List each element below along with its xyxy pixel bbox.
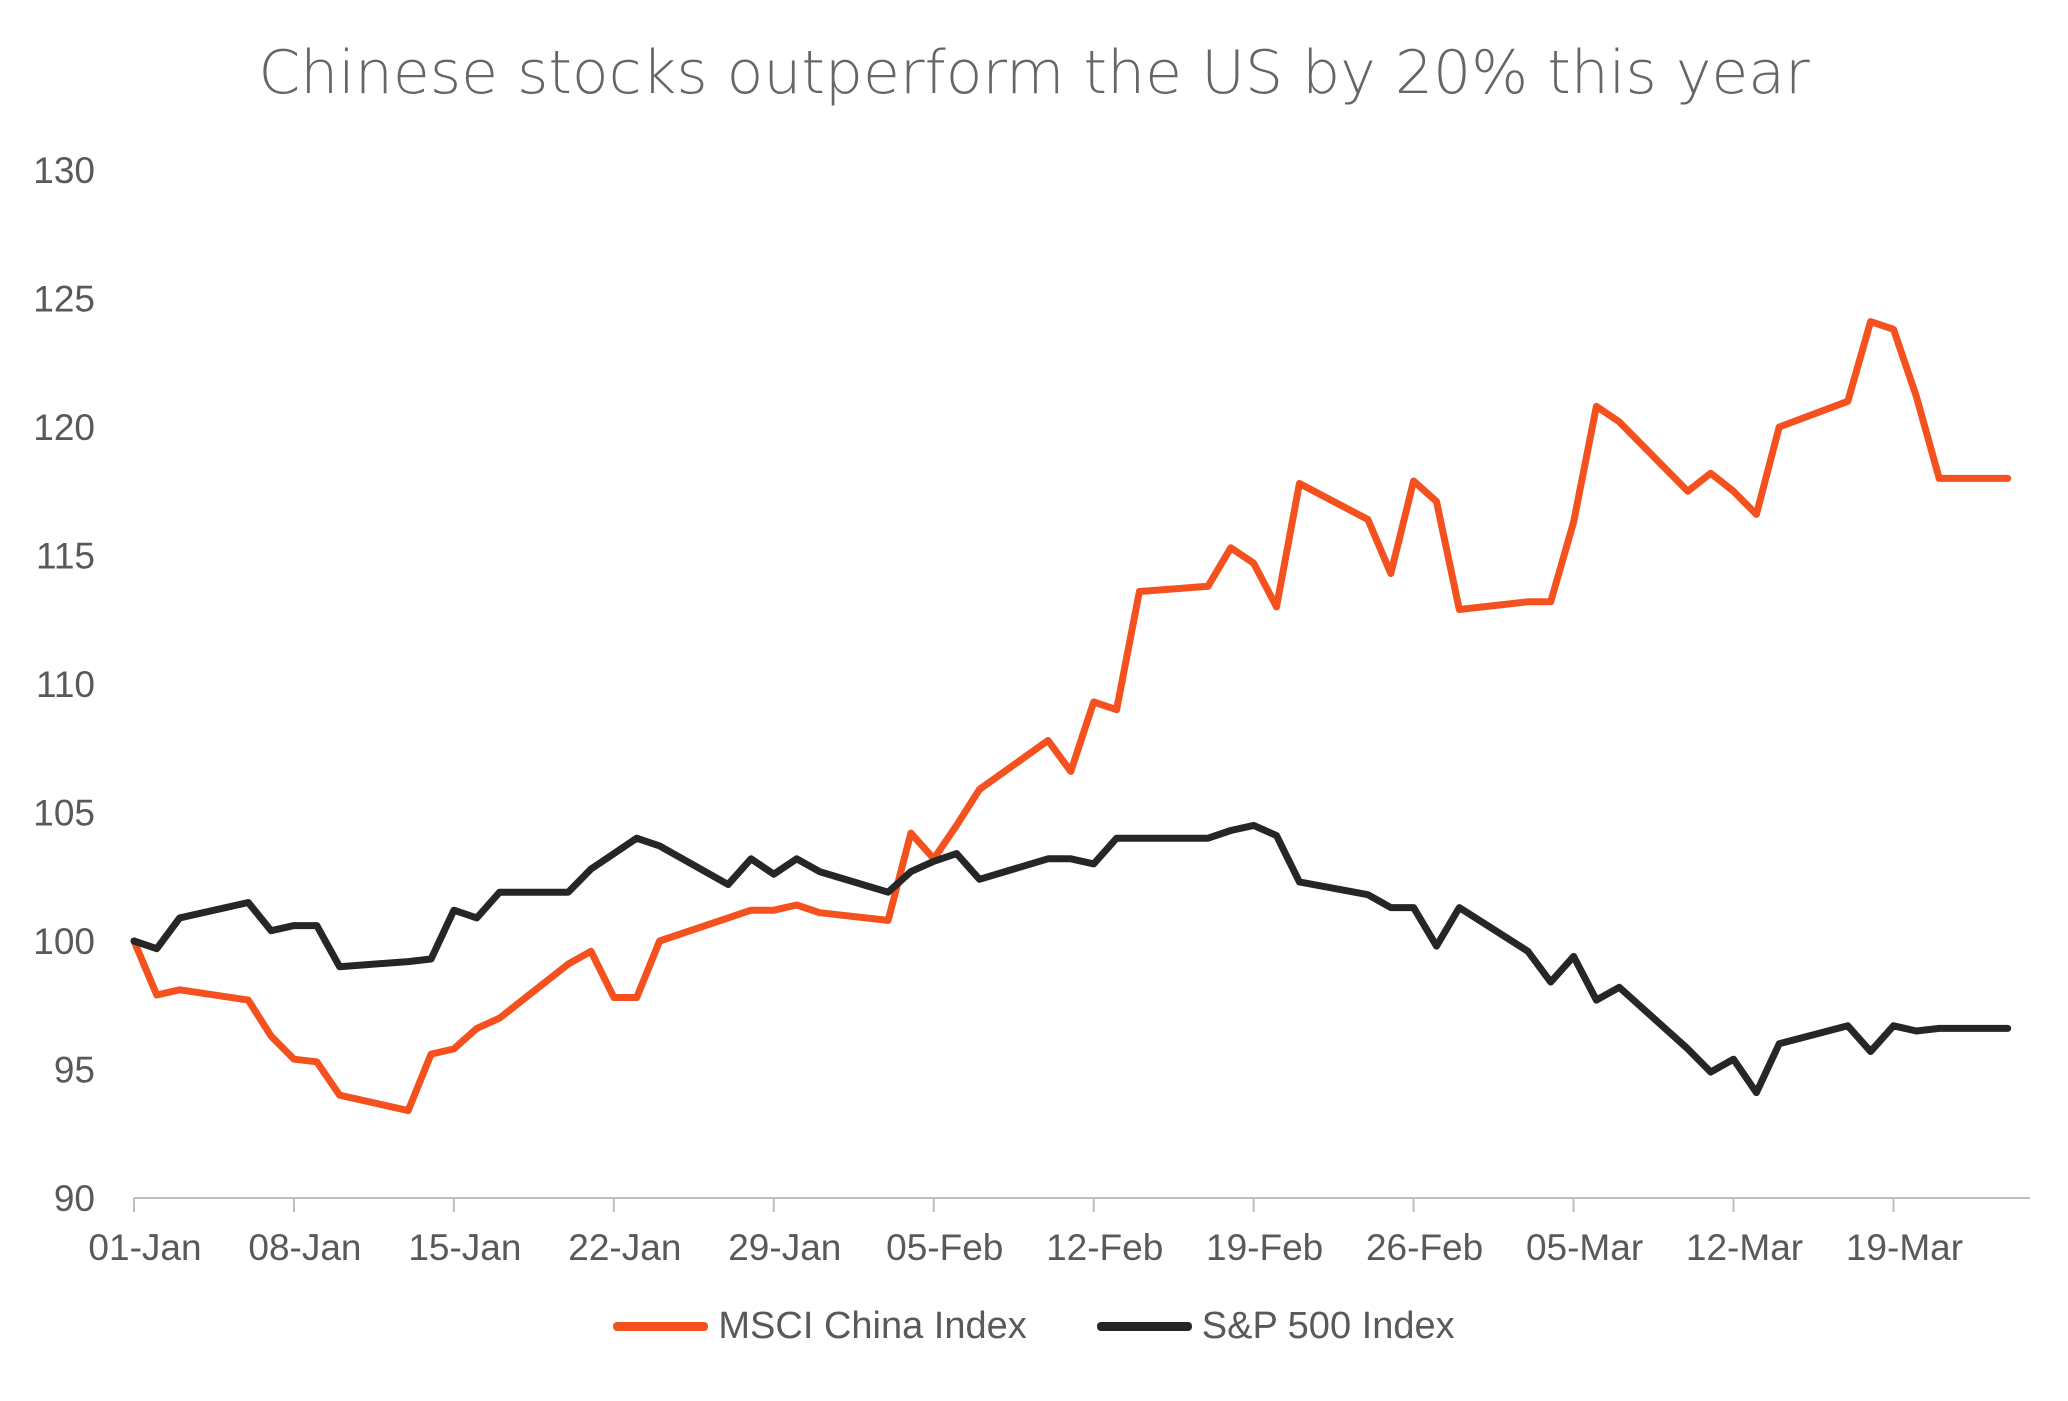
- legend-item-sp500[interactable]: S&P 500 Index: [1096, 1305, 1455, 1348]
- legend-label-sp500: S&P 500 Index: [1201, 1305, 1455, 1347]
- x-tick-label: 05-Mar: [1526, 1227, 1643, 1268]
- y-tick-label: 120: [33, 407, 95, 448]
- y-tick-label: 90: [54, 1178, 95, 1219]
- series-line-msci-china: [130, 318, 2012, 1115]
- x-tick-label: 05-Feb: [886, 1227, 1003, 1268]
- x-tick-label: 26-Feb: [1366, 1227, 1483, 1268]
- x-tick-label: 19-Mar: [1846, 1227, 1963, 1268]
- x-tick-label: 08-Jan: [248, 1227, 361, 1268]
- series-line-sp500: [130, 821, 2012, 1097]
- y-tick-label: 130: [33, 150, 95, 191]
- y-tick-label: 95: [54, 1050, 95, 1091]
- x-tick-label: 19-Feb: [1206, 1227, 1323, 1268]
- series-layer: [130, 318, 2012, 1115]
- x-tick-label: 12-Feb: [1046, 1227, 1163, 1268]
- x-tick-label: 01-Jan: [88, 1227, 201, 1268]
- x-tick-label: 29-Jan: [728, 1227, 841, 1268]
- y-tick-label: 100: [33, 921, 95, 962]
- x-tick-label: 22-Jan: [568, 1227, 681, 1268]
- y-tick-label: 125: [33, 279, 95, 320]
- legend-swatch-msci-china: [613, 1322, 709, 1331]
- legend: MSCI China Index S&P 500 Index: [0, 1305, 2068, 1348]
- chart-title: Chinese stocks outperform the US by 20% …: [258, 38, 1810, 108]
- y-tick-label: 110: [36, 664, 95, 705]
- y-tick-label: 105: [33, 793, 95, 834]
- legend-swatch-sp500: [1096, 1322, 1192, 1331]
- x-tick-label: 15-Jan: [408, 1227, 521, 1268]
- axis-layer: 90 95 100 105 110 115 120 125 130 01-Jan 08-Jan 15-…: [33, 150, 2030, 1268]
- legend-label-msci-china: MSCI China Index: [718, 1305, 1027, 1347]
- x-tick-label: 12-Mar: [1686, 1227, 1803, 1268]
- y-tick-label: 115: [36, 536, 95, 577]
- legend-item-msci-china[interactable]: MSCI China Index: [613, 1305, 1027, 1348]
